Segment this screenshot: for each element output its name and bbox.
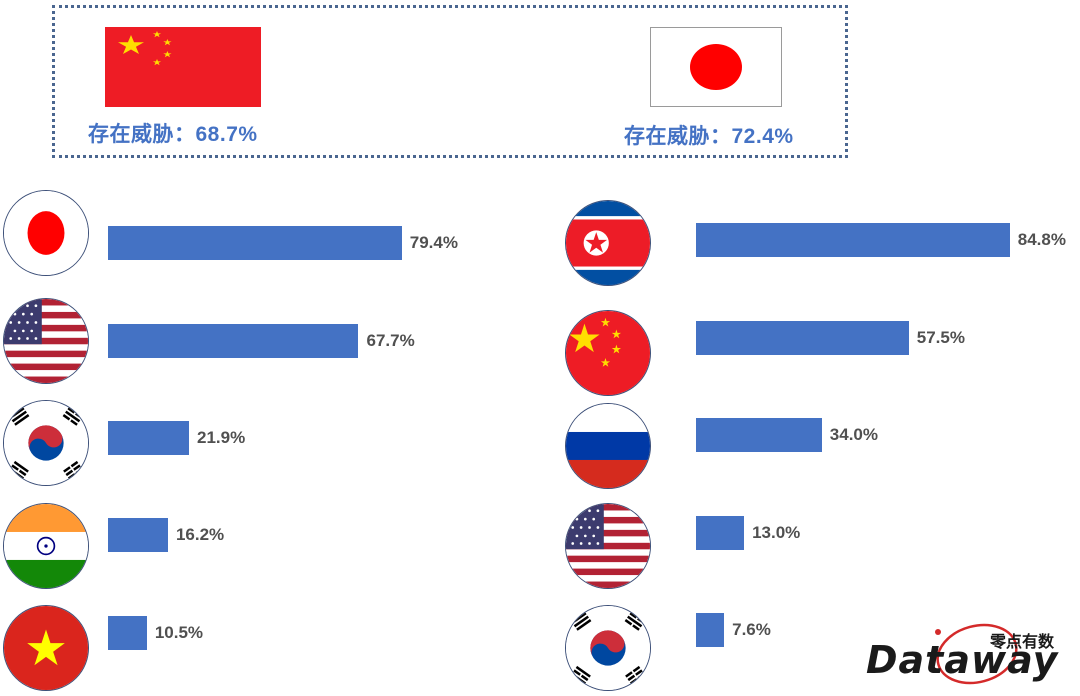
china-flag-icon (566, 311, 650, 395)
vietnam-flag-circle (3, 605, 89, 691)
bar-japan (108, 226, 402, 260)
japan-flag-circle (3, 190, 89, 276)
bar-label-north-korea: 84.8% (1017, 230, 1066, 249)
bar-russia (696, 418, 822, 452)
header-box (52, 5, 848, 158)
russia-flag-circle (565, 403, 651, 489)
south-korea-flag-icon (4, 401, 88, 485)
india-flag-icon (4, 504, 88, 588)
bar-vietnam (108, 616, 147, 650)
usa-flag-icon (566, 504, 650, 588)
bar-label-south-korea: 21.9% (197, 428, 246, 447)
bar-india (108, 518, 168, 552)
usa-flag-circle (3, 298, 89, 384)
bar-label-vietnam: 10.5% (154, 623, 204, 642)
bar-label-usa-2: 13.0% (752, 523, 801, 542)
north-korea-flag-icon (566, 201, 650, 285)
bar-north-korea (696, 223, 1010, 257)
bar-china (696, 321, 909, 355)
south-korea-flag-circle-2 (565, 605, 651, 691)
logo-swoosh-icon (935, 623, 1018, 685)
header-left-text: 存在威胁：68.7% (88, 123, 258, 146)
bar-south-korea-2 (696, 613, 725, 647)
logo-word: Dataway (866, 638, 1059, 682)
bar-label-japan: 79.4% (409, 233, 458, 252)
north-korea-flag-circle (565, 200, 651, 286)
japan-flag-icon (4, 191, 88, 275)
bar-label-usa: 67.7% (366, 331, 415, 350)
india-flag-circle (3, 503, 89, 589)
logo-cn: 零点有数 (990, 634, 1055, 651)
vietnam-flag-icon (4, 606, 88, 690)
dataway-logo: Dataway 零点有数 (862, 618, 1062, 690)
bar-usa (108, 324, 359, 358)
bar-usa-2 (696, 516, 745, 550)
china-flag-icon (105, 27, 261, 107)
bar-label-russia: 34.0% (829, 425, 878, 444)
south-korea-flag-icon (566, 606, 650, 690)
usa-flag-circle-2 (565, 503, 651, 589)
usa-flag-icon (4, 299, 88, 383)
russia-flag-icon (566, 404, 650, 488)
bar-label-south-korea-2: 7.6% (732, 620, 771, 639)
south-korea-flag-circle (3, 400, 89, 486)
bar-label-india: 16.2% (175, 525, 225, 544)
bar-south-korea (108, 421, 190, 455)
china-flag-circle (565, 310, 651, 396)
bar-label-china: 57.5% (916, 328, 965, 347)
japan-flag-icon (650, 27, 782, 107)
header-right-text: 存在威胁：72.4% (624, 125, 794, 148)
